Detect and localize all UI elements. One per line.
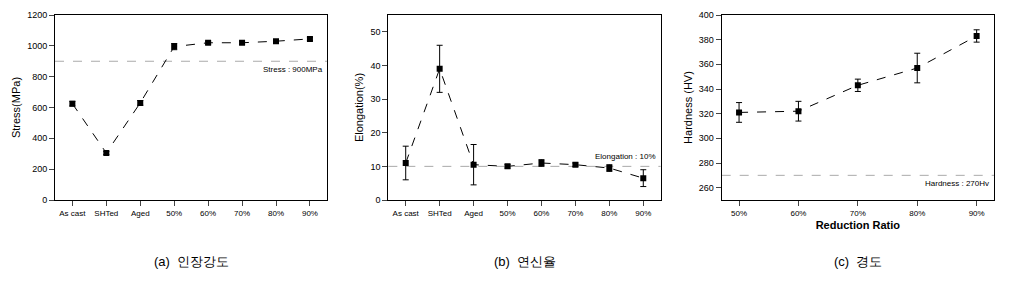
svg-text:50%: 50%	[731, 209, 747, 218]
svg-text:(a) 인장강도: (a) 인장강도	[154, 254, 229, 269]
svg-text:70%: 70%	[567, 209, 583, 218]
svg-text:50%: 50%	[166, 209, 182, 218]
svg-text:70%: 70%	[234, 209, 250, 218]
svg-text:50%: 50%	[500, 209, 516, 218]
svg-text:60%: 60%	[790, 209, 806, 218]
svg-text:Aged: Aged	[131, 209, 150, 218]
svg-text:SHTed: SHTed	[94, 209, 118, 218]
svg-text:Stress(MPa): Stress(MPa)	[10, 77, 22, 138]
svg-text:400: 400	[32, 133, 47, 143]
svg-text:SHTed: SHTed	[428, 209, 452, 218]
svg-text:1200: 1200	[27, 10, 47, 20]
svg-text:320: 320	[699, 109, 714, 119]
svg-text:1000: 1000	[27, 41, 47, 51]
svg-text:260: 260	[699, 183, 714, 193]
svg-text:Stress : 900MPa: Stress : 900MPa	[263, 65, 323, 74]
svg-text:90%: 90%	[969, 209, 985, 218]
svg-text:Elongation : 10%: Elongation : 10%	[595, 152, 656, 161]
svg-text:600: 600	[32, 103, 47, 113]
svg-text:400: 400	[699, 10, 714, 20]
svg-text:(c) 경도: (c) 경도	[834, 254, 882, 269]
svg-text:800: 800	[32, 72, 47, 82]
svg-text:20: 20	[371, 128, 381, 138]
svg-text:300: 300	[699, 133, 714, 143]
svg-text:70%: 70%	[850, 209, 866, 218]
svg-text:200: 200	[32, 164, 47, 174]
svg-text:90%: 90%	[302, 209, 318, 218]
svg-text:80%: 80%	[601, 209, 617, 218]
svg-text:380: 380	[699, 35, 714, 45]
svg-text:90%: 90%	[635, 209, 651, 218]
svg-text:50: 50	[371, 27, 381, 37]
svg-text:40: 40	[371, 61, 381, 71]
svg-text:280: 280	[699, 158, 714, 168]
svg-text:Elongation(%): Elongation(%)	[353, 73, 365, 142]
svg-text:Reduction Ratio: Reduction Ratio	[816, 219, 901, 231]
svg-text:60%: 60%	[533, 209, 549, 218]
svg-text:Hardness (HV): Hardness (HV)	[682, 71, 694, 144]
svg-text:As cast: As cast	[59, 209, 86, 218]
svg-text:(b) 연신율: (b) 연신율	[494, 254, 556, 269]
svg-text:Aged: Aged	[464, 209, 483, 218]
svg-text:10: 10	[371, 162, 381, 172]
svg-text:0: 0	[376, 195, 381, 205]
svg-text:340: 340	[699, 84, 714, 94]
svg-text:60%: 60%	[200, 209, 216, 218]
svg-text:30: 30	[371, 94, 381, 104]
svg-text:0: 0	[42, 195, 47, 205]
svg-text:As cast: As cast	[393, 209, 420, 218]
svg-text:80%: 80%	[909, 209, 925, 218]
svg-text:360: 360	[699, 59, 714, 69]
svg-text:80%: 80%	[268, 209, 284, 218]
svg-text:Hardness : 270Hv: Hardness : 270Hv	[925, 179, 989, 188]
